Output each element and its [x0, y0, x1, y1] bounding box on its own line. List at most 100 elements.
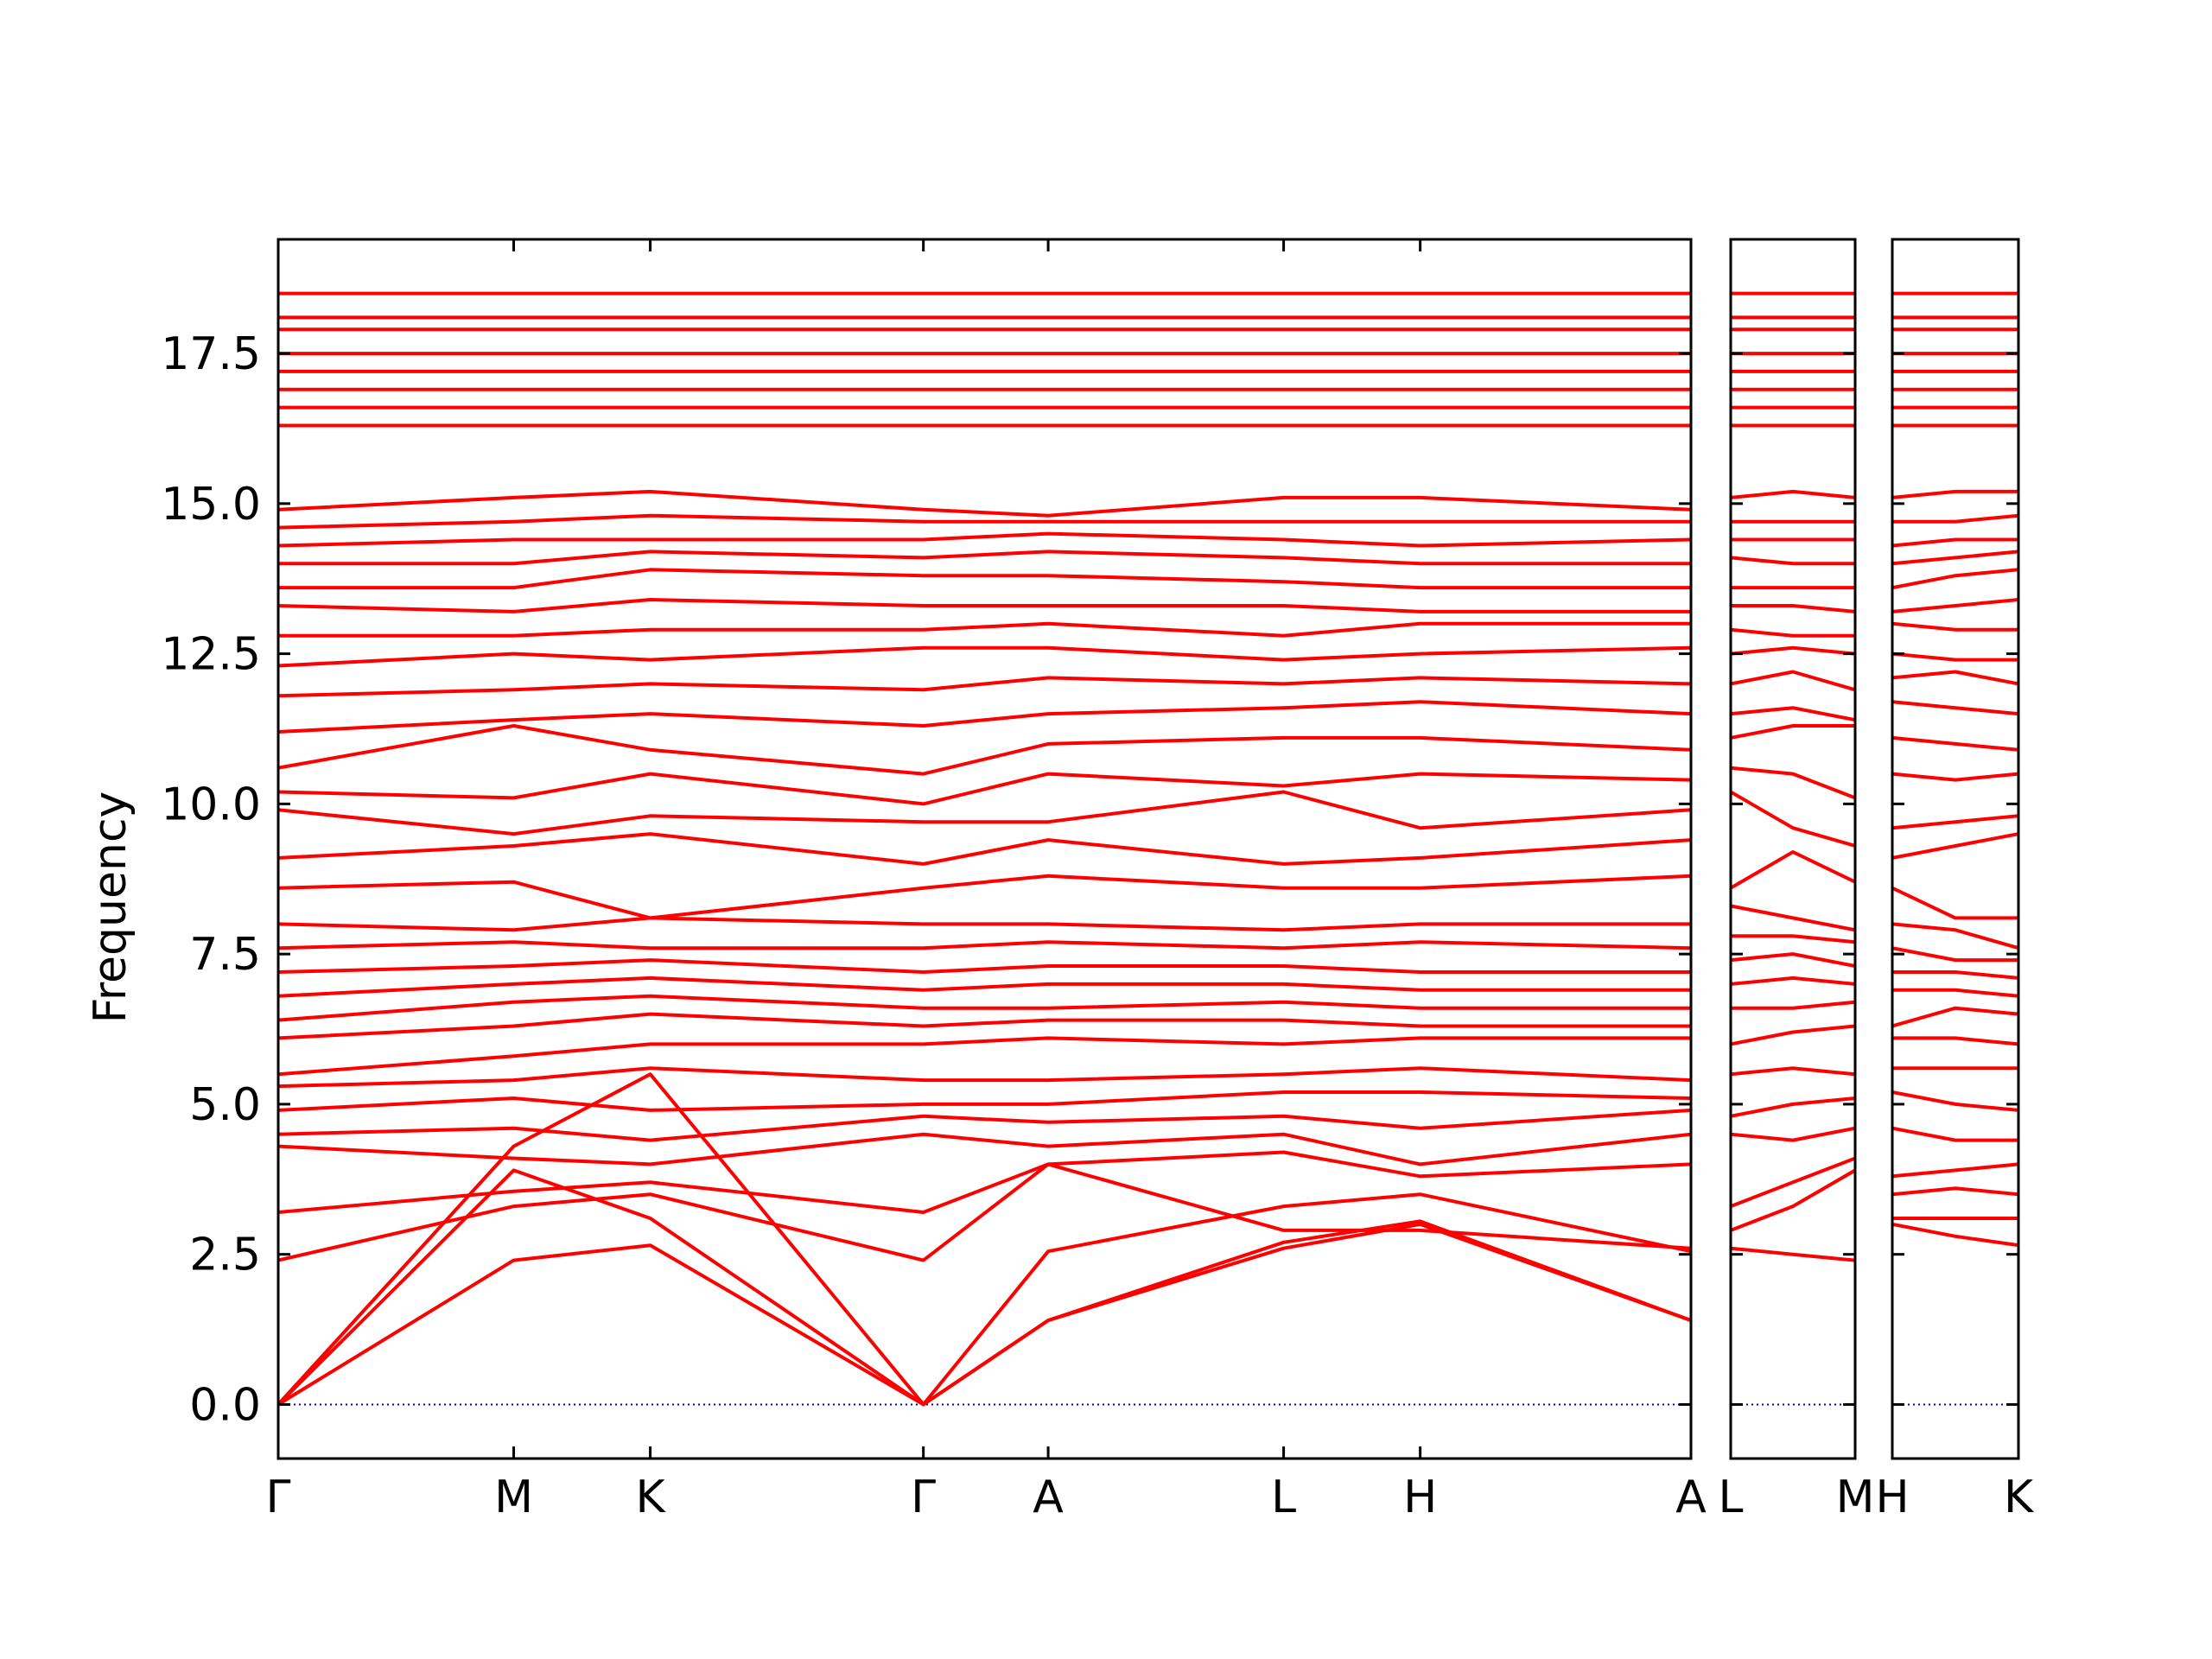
panel-frame	[1729, 238, 1857, 1460]
band-line	[1731, 1156, 1855, 1208]
band-line	[278, 1150, 1691, 1214]
band-line	[278, 700, 1691, 734]
band-line	[278, 790, 1691, 836]
band-line	[1892, 946, 2018, 963]
band-line	[1731, 790, 1855, 848]
band-line	[278, 1108, 1691, 1142]
band-line	[1731, 934, 1855, 944]
y-axis-label: Frequency	[85, 791, 137, 1024]
band-line	[278, 916, 1691, 932]
band-line	[1731, 1096, 1855, 1118]
band-line	[1892, 1186, 2018, 1197]
band-line	[1731, 1126, 1855, 1142]
x-tick-label: L	[1719, 1471, 1744, 1523]
band-line	[1892, 652, 2018, 662]
x-tick-label: L	[1271, 1471, 1296, 1523]
band-line	[1892, 735, 2018, 752]
band-line	[278, 1222, 1691, 1407]
band-line	[1892, 1090, 2018, 1112]
band-line	[278, 598, 1691, 613]
band-line	[278, 550, 1691, 566]
x-tick-label: K	[2004, 1471, 2035, 1523]
band-line	[278, 531, 1691, 548]
band-line	[278, 489, 1691, 518]
band-line	[1731, 850, 1855, 890]
panel-frame	[1891, 238, 2020, 1460]
band-line	[1731, 670, 1855, 692]
band-line	[1731, 706, 1855, 722]
band-line	[1892, 550, 2018, 566]
band-line	[278, 1012, 1691, 1040]
band-line	[1892, 832, 2018, 860]
band-line	[278, 832, 1691, 866]
band-line	[1892, 568, 2018, 590]
band-line	[1892, 1162, 2018, 1179]
x-tick-label: M	[1836, 1471, 1875, 1523]
band-line	[1892, 814, 2018, 830]
band-line	[1731, 1246, 1855, 1262]
band-line	[1892, 970, 2018, 980]
band-line	[1892, 922, 2018, 950]
band-line	[278, 958, 1691, 974]
y-tick-label: 15.0	[161, 479, 261, 531]
x-tick-label: A	[1033, 1471, 1064, 1523]
band-line	[1892, 537, 2018, 548]
band-line	[278, 1168, 1691, 1407]
band-line	[278, 772, 1691, 806]
x-tick-label: H	[1875, 1471, 1909, 1523]
band-line	[1731, 976, 1855, 986]
band-line	[278, 1072, 1691, 1407]
band-line	[1731, 1024, 1855, 1046]
y-tick-label: 12.5	[161, 629, 261, 681]
band-line	[278, 724, 1691, 776]
plot-area: 0.02.55.07.510.012.515.017.5Γ M K Γ A L H A L M H K	[161, 238, 2035, 1523]
band-line	[278, 1132, 1691, 1166]
x-tick-label: M	[494, 1471, 533, 1523]
band-line	[1731, 489, 1855, 499]
band-line	[1731, 645, 1855, 656]
band-line	[278, 1036, 1691, 1077]
band-line	[1731, 1000, 1855, 1010]
band-line	[1731, 1168, 1855, 1232]
x-tick-label: Γ	[266, 1471, 291, 1523]
y-tick-label: 17.5	[161, 328, 261, 380]
band-line	[1731, 604, 1855, 613]
band-line	[1892, 489, 2018, 499]
band-line	[1731, 952, 1855, 968]
band-line	[1892, 988, 2018, 998]
y-tick-label: 10.0	[161, 779, 261, 830]
band-line	[1892, 886, 2018, 920]
x-tick-label: K	[635, 1471, 666, 1523]
panel-3-bands	[1892, 291, 2018, 1406]
panel-1-bands	[278, 291, 1691, 1407]
band-line	[278, 976, 1691, 998]
band-line	[1892, 513, 2018, 524]
band-line	[1892, 1036, 2018, 1046]
band-line	[278, 1066, 1691, 1089]
band-line	[278, 940, 1691, 950]
band-line	[1731, 724, 1855, 740]
band-line	[1731, 627, 1855, 638]
y-tick-label: 5.0	[189, 1079, 261, 1131]
panel-frame	[276, 238, 1693, 1460]
band-line	[1892, 772, 2018, 782]
band-line	[1731, 556, 1855, 566]
x-tick-label: A	[1675, 1471, 1707, 1523]
band-line	[278, 513, 1691, 530]
y-tick-label: 7.5	[189, 929, 261, 981]
band-line	[278, 645, 1691, 668]
band-line	[278, 874, 1691, 920]
band-line	[1892, 700, 2018, 716]
band-line	[278, 1162, 1691, 1262]
y-tick-label: 0.0	[189, 1379, 261, 1431]
band-line	[1731, 904, 1855, 932]
panel-1: 0.0 2.5 5.0 7.5 10.0 12.5 15.0 17.5 Γ M K Γ A L H A	[161, 238, 1707, 1523]
band-line	[1892, 621, 2018, 632]
band-line	[1892, 1126, 2018, 1142]
band-line	[1892, 598, 2018, 613]
band-line	[278, 1090, 1691, 1112]
band-line	[278, 676, 1691, 698]
